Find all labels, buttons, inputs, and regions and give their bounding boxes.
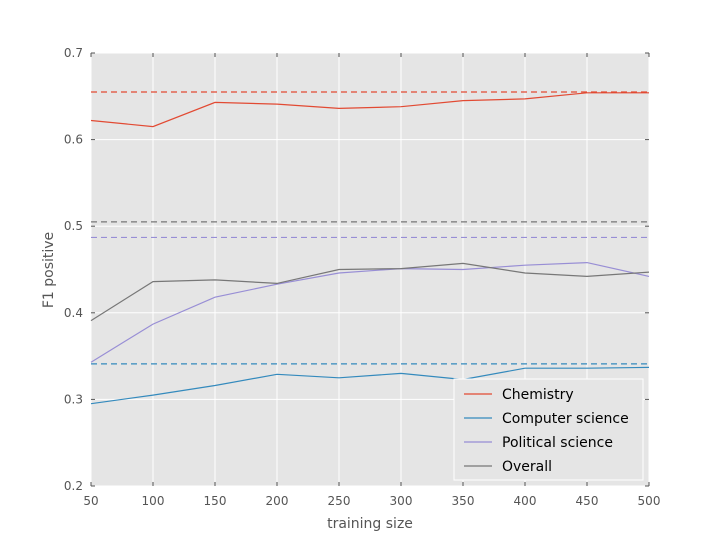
y-tick-label: 0.6	[64, 133, 83, 147]
x-tick-label: 100	[142, 494, 165, 508]
series-lines	[90, 92, 650, 405]
baseline-lines	[91, 91, 649, 365]
x-tick-label: 200	[266, 494, 289, 508]
y-tick-label: 0.2	[64, 479, 83, 493]
legend: Chemistry Computer science Political scien…	[453, 378, 644, 481]
chemistry-legend-label: Chemistry	[502, 387, 574, 403]
computer-science-legend-label: Computer science	[502, 411, 629, 427]
chemistry-series-line	[90, 92, 649, 128]
axis-ticks	[90, 52, 650, 487]
overall-series-line	[90, 262, 650, 322]
x-tick-label: 500	[638, 494, 661, 508]
legend-box	[453, 378, 644, 481]
y-tick-label: 0.4	[64, 306, 83, 320]
x-tick-labels: 50 100 150 200 250 300 350 400 450 500	[83, 494, 660, 508]
y-tick-label: 0.3	[64, 392, 83, 406]
x-tick-label: 350	[452, 494, 475, 508]
x-tick-label: 250	[328, 494, 351, 508]
y-tick-label: 0.5	[64, 219, 83, 233]
y-axis-label: F1 positive	[41, 232, 57, 308]
political-science-series-line	[90, 261, 650, 363]
grid-lines	[90, 52, 650, 487]
x-axis-label: training size	[327, 516, 413, 532]
overall-legend-label: Overall	[502, 459, 552, 475]
x-tick-label: 300	[390, 494, 413, 508]
political-science-legend-label: Political science	[502, 435, 613, 451]
x-tick-label: 150	[204, 494, 227, 508]
y-tick-labels: 0.2 0.3 0.4 0.5 0.6 0.7	[64, 46, 83, 493]
x-tick-label: 50	[83, 494, 98, 508]
x-tick-label: 400	[514, 494, 537, 508]
x-tick-label: 450	[576, 494, 599, 508]
y-tick-label: 0.7	[64, 46, 83, 60]
computer-science-series-line	[90, 366, 650, 405]
